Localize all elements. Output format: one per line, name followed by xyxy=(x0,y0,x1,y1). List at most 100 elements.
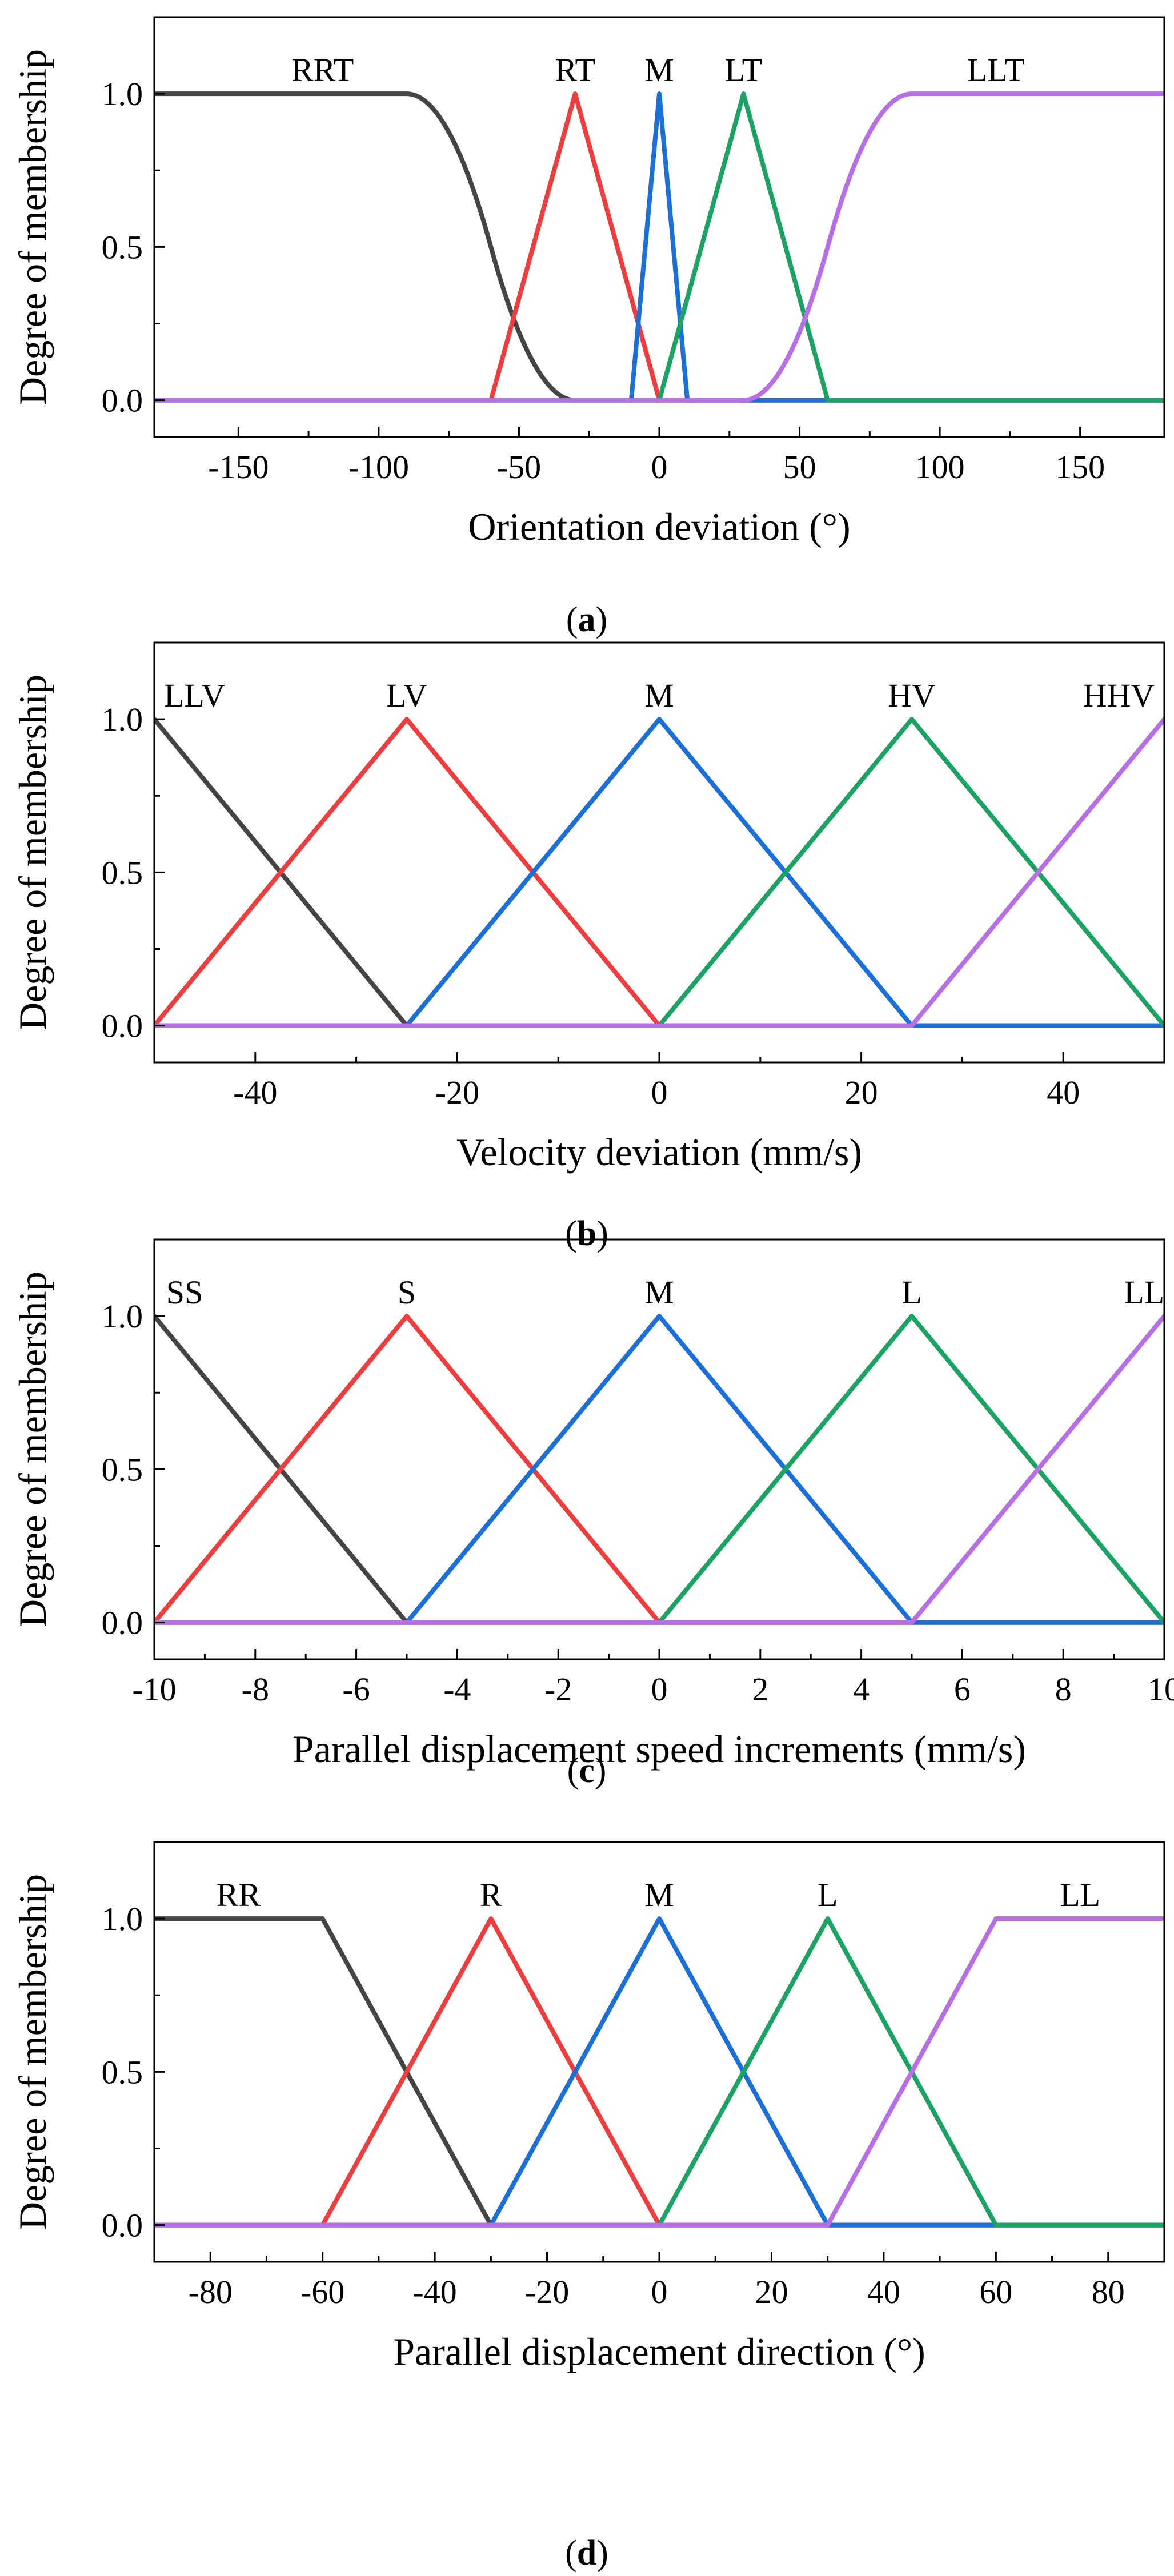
series-lines xyxy=(154,1916,1164,2228)
y-axis-title: Degree of membership xyxy=(11,1874,54,2230)
series-line-r xyxy=(154,1916,1164,2228)
x-tick-label: 40 xyxy=(867,2273,900,2310)
y-tick-label: 0.5 xyxy=(102,1451,143,1488)
series-line-hv xyxy=(154,717,1164,1028)
x-axis-title: Parallel displacement direction (°) xyxy=(393,2330,925,2373)
panel-caption: (c) xyxy=(567,1751,607,1790)
x-tick-label: 150 xyxy=(1055,448,1105,485)
y-tick-label: 0.5 xyxy=(102,854,143,891)
x-tick-label: 20 xyxy=(845,1074,878,1111)
series-line-ll xyxy=(154,1314,1164,1625)
x-tick-label: 80 xyxy=(1092,2273,1125,2310)
series-line-ss xyxy=(154,1314,1164,1625)
series-line-llt xyxy=(154,91,1164,403)
curve-label-m: M xyxy=(644,51,674,89)
curve-label-rr: RR xyxy=(217,1876,261,1913)
curve-label-llt: LLT xyxy=(967,51,1025,89)
series-line-l xyxy=(154,1314,1164,1625)
curve-label-rrt: RRT xyxy=(291,51,354,89)
x-tick-label: 40 xyxy=(1047,1074,1080,1111)
panel-caption: (a) xyxy=(566,600,607,639)
series-line-hhv xyxy=(154,717,1164,1028)
y-tick-label: 1.0 xyxy=(102,1298,143,1335)
curve-label-hv: HV xyxy=(888,677,936,714)
series-lines xyxy=(154,1314,1164,1625)
x-tick-label: -80 xyxy=(189,2273,233,2310)
curve-label-lv: LV xyxy=(386,677,427,714)
series-line-lv xyxy=(154,717,1164,1028)
series-line-rrt xyxy=(154,91,1164,403)
x-tick-label: 50 xyxy=(783,448,816,485)
x-tick-label: 0 xyxy=(651,2273,668,2310)
x-tick-label: 0 xyxy=(651,448,668,485)
y-tick-label: 1.0 xyxy=(102,1900,143,1937)
x-tick-label: 0 xyxy=(651,1074,668,1111)
series-line-m xyxy=(154,1314,1164,1625)
curve-label-r: R xyxy=(480,1876,502,1913)
y-tick-label: 0.5 xyxy=(102,2053,143,2091)
x-tick-label: -150 xyxy=(208,448,269,485)
x-tick-label: -20 xyxy=(525,2273,569,2310)
series-line-llv xyxy=(154,717,1164,1028)
curve-label-rt: RT xyxy=(555,51,595,89)
y-axis-title: Degree of membership xyxy=(11,675,54,1030)
series-line-rr xyxy=(154,1916,1164,2228)
x-tick-label: -2 xyxy=(544,1671,572,1708)
x-tick-label: 2 xyxy=(752,1671,768,1708)
x-tick-label: 0 xyxy=(651,1671,668,1708)
x-tick-label: 8 xyxy=(1055,1671,1072,1708)
series-line-m xyxy=(154,91,1164,403)
x-axis-title: Orientation deviation (°) xyxy=(468,505,850,548)
y-tick-label: 0.0 xyxy=(102,1008,143,1045)
x-tick-label: 100 xyxy=(915,448,965,485)
x-tick-label: 4 xyxy=(853,1671,870,1708)
curve-label-ll: LL xyxy=(1124,1274,1164,1311)
y-tick-label: 1.0 xyxy=(102,701,143,738)
x-tick-label: -100 xyxy=(348,448,409,485)
chart-panel-4: -80 -60 -40 -20 0 20 40 60 800.00.51.0RR R M L LLPar… xyxy=(11,1841,1165,2573)
y-tick-label: 0.0 xyxy=(102,382,143,419)
curve-label-llv: LLV xyxy=(164,677,226,714)
curve-label-ss: SS xyxy=(166,1274,203,1311)
curve-label-m: M xyxy=(644,677,674,714)
x-tick-label: -8 xyxy=(242,1671,269,1708)
series-line-ll xyxy=(154,1916,1164,2228)
series-line-s xyxy=(154,1314,1164,1625)
x-axis-title: Parallel displacement speed increments (… xyxy=(293,1727,1026,1771)
series-line-m xyxy=(154,1916,1164,2228)
curve-label-m: M xyxy=(644,1274,674,1311)
chart-panel-2: -40 -20 0 20 40 0.0 0.5 1.0 LLV LV M HV HHV Velocity … xyxy=(11,641,1165,1253)
x-tick-label: 6 xyxy=(954,1671,971,1708)
curve-label-l: L xyxy=(901,1274,921,1311)
x-axis-title: Velocity deviation (mm/s) xyxy=(456,1130,862,1174)
x-tick-label: -20 xyxy=(435,1074,479,1111)
x-tick-label: -40 xyxy=(412,2273,456,2310)
chart-panel-1: -150 -100 -50 0 50 100 150 0.0 0.5 1.0 RRT RT M LT LLT… xyxy=(11,16,1165,639)
panel-caption: (b) xyxy=(565,1214,608,1253)
y-tick-label: 0.0 xyxy=(102,1604,143,1642)
series-line-lt xyxy=(154,91,1164,403)
x-tick-label: -60 xyxy=(300,2273,344,2310)
series-line-l xyxy=(154,1916,1164,2228)
y-axis-title: Degree of membership xyxy=(11,1271,54,1627)
series-line-m xyxy=(154,717,1164,1028)
x-tick-label: -4 xyxy=(443,1671,471,1708)
curve-label-s: S xyxy=(398,1274,416,1311)
panel-caption: (d) xyxy=(565,2534,608,2573)
curve-label-m: M xyxy=(644,1876,674,1913)
chart-panel-3: -10 -8 -6 -4 -2 0 2 4 6 8 100.00.51.0SS S M L LLParall… xyxy=(11,1238,1174,1790)
x-tick-label: -40 xyxy=(233,1074,277,1111)
series-lines xyxy=(154,717,1164,1028)
x-tick-label: -50 xyxy=(497,448,541,485)
x-tick-label: 10 xyxy=(1148,1671,1174,1708)
y-tick-label: 1.0 xyxy=(102,75,143,113)
x-tick-label: 20 xyxy=(755,2273,788,2310)
x-tick-label: -10 xyxy=(132,1671,176,1708)
x-tick-label: 60 xyxy=(979,2273,1012,2310)
y-axis-title: Degree of membership xyxy=(11,49,54,405)
x-tick-label: -6 xyxy=(342,1671,370,1708)
curve-label-l: L xyxy=(818,1876,838,1913)
series-lines xyxy=(154,91,1164,403)
curve-label-ll: LL xyxy=(1060,1876,1100,1913)
